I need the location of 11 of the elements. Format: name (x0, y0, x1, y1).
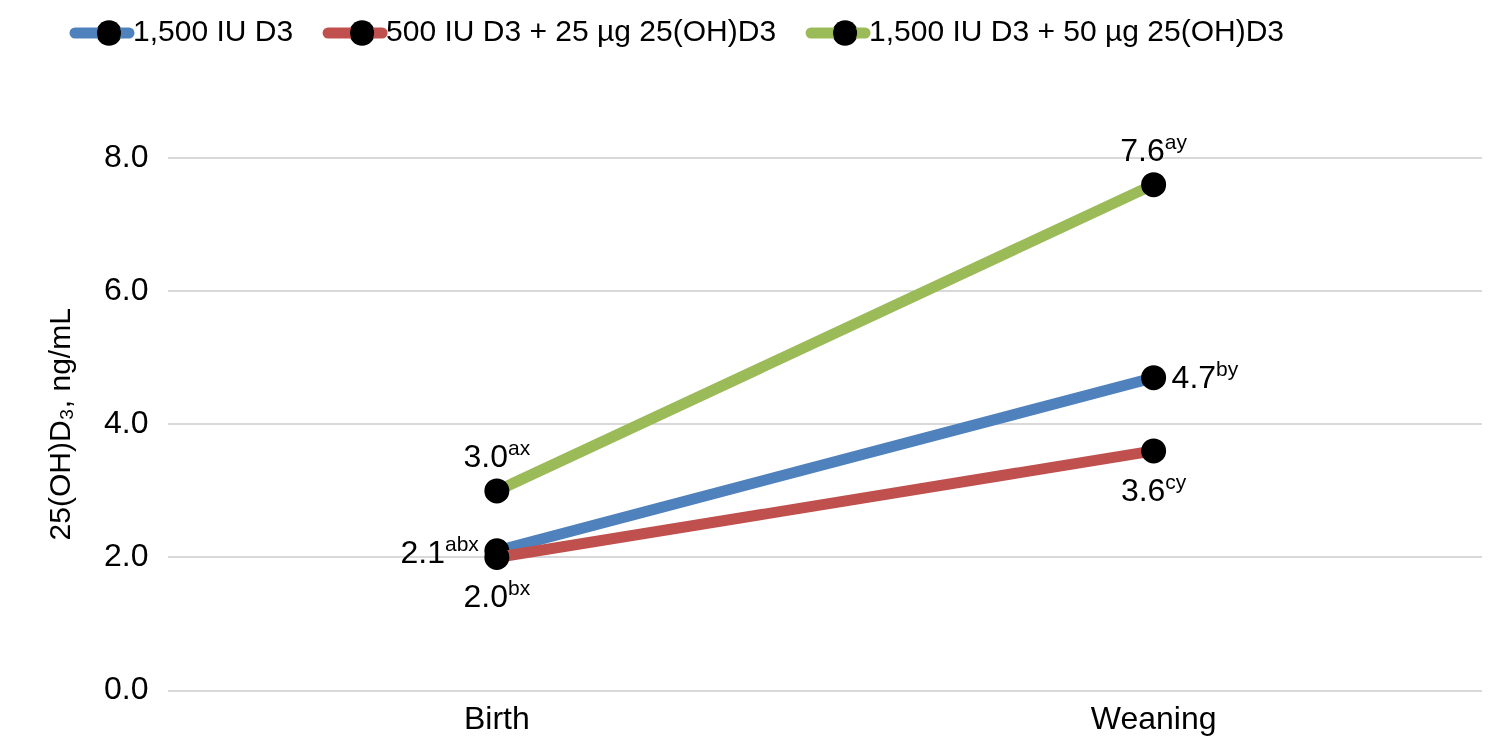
x-tick-label: Birth (463, 699, 530, 736)
y-tick-label: 6.0 (104, 270, 149, 307)
legend-label: 500 IU D3 + 25 µg 25(OH)D3 (386, 14, 777, 48)
legend-label: 1,500 IU D3 (133, 14, 294, 48)
y-tick-label: 2.0 (104, 537, 149, 574)
x-tick-label: Weaning (1090, 699, 1217, 736)
y-tick-label: 4.0 (104, 404, 149, 441)
legend-label: 1,500 IU D3 + 50 µg 25(OH)D3 (869, 14, 1285, 48)
y-axis-title: 25(OH)D₃, ng/mL (43, 308, 77, 541)
y-tick-label: 0.0 (104, 670, 149, 707)
y-tick-label: 8.0 (104, 137, 149, 174)
